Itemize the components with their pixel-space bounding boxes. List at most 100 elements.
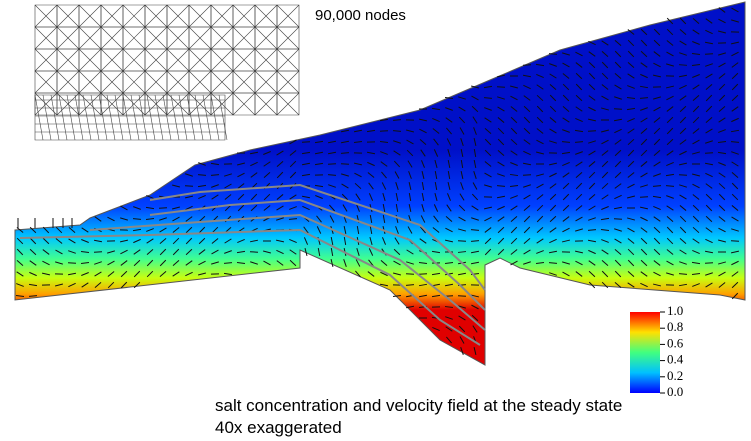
velocity-arrow <box>627 73 635 79</box>
velocity-arrow <box>627 50 635 58</box>
velocity-arrow <box>497 205 505 211</box>
mesh-edge <box>82 94 92 141</box>
velocity-arrow <box>458 228 466 232</box>
velocity-arrow <box>457 272 467 276</box>
velocity-arrow <box>458 325 466 333</box>
velocity-arrow <box>640 138 648 146</box>
velocity-arrow <box>237 193 245 201</box>
mesh-cell <box>232 48 256 72</box>
velocity-arrow <box>418 294 428 298</box>
velocity-arrow <box>640 184 648 188</box>
velocity-arrow <box>653 127 661 135</box>
velocity-arrow <box>16 283 24 287</box>
velocity-arrow <box>510 95 518 101</box>
velocity-arrow <box>366 151 376 155</box>
velocity-arrow <box>342 204 348 212</box>
velocity-arrow <box>704 41 714 45</box>
velocity-arrow <box>626 97 636 99</box>
velocity-arrow <box>484 248 492 256</box>
velocity-arrow <box>379 283 389 287</box>
velocity-arrow <box>718 7 726 13</box>
velocity-arrow <box>146 248 154 256</box>
mesh-cell <box>166 70 190 94</box>
velocity-arrow <box>405 284 415 286</box>
velocity-arrow <box>421 204 425 212</box>
velocity-arrow <box>434 170 438 180</box>
velocity-arrow <box>133 249 141 255</box>
velocity-arrow <box>653 161 661 167</box>
velocity-arrow <box>588 205 596 211</box>
caption-line: 40x exaggerated <box>215 418 342 437</box>
velocity-arrow <box>731 19 739 23</box>
mesh-edge <box>58 94 68 141</box>
mesh-cell <box>254 4 278 28</box>
colorbar-label: 1.0 <box>667 303 683 318</box>
velocity-arrow <box>575 271 583 277</box>
velocity-arrow <box>224 238 232 244</box>
velocity-arrow <box>445 107 453 111</box>
velocity-arrow <box>627 248 635 256</box>
velocity-arrow <box>627 282 635 288</box>
velocity-arrow <box>408 203 412 213</box>
velocity-arrow <box>276 217 284 221</box>
velocity-arrow <box>16 237 24 245</box>
velocity-arrow <box>562 83 570 91</box>
velocity-arrow <box>562 62 570 68</box>
velocity-arrow <box>665 185 675 187</box>
velocity-arrow <box>93 239 103 243</box>
velocity-arrow <box>730 129 740 133</box>
velocity-arrow <box>731 161 739 167</box>
velocity-arrow <box>393 160 401 168</box>
velocity-arrow <box>639 85 649 89</box>
velocity-arrow <box>185 205 193 211</box>
velocity-arrow <box>588 281 596 289</box>
velocity-arrow <box>369 214 373 224</box>
velocity-arrow <box>470 261 480 265</box>
mesh-cell <box>232 92 256 116</box>
velocity-arrow <box>601 95 609 101</box>
velocity-arrow <box>159 271 167 277</box>
velocity-arrow <box>497 161 505 167</box>
velocity-arrow <box>354 172 362 178</box>
velocity-arrow <box>263 250 271 254</box>
velocity-arrow <box>395 203 399 213</box>
velocity-arrow <box>185 271 193 277</box>
velocity-arrow <box>263 151 271 155</box>
velocity-arrow <box>588 260 596 266</box>
velocity-arrow <box>497 117 505 123</box>
mesh-cell <box>276 92 300 116</box>
velocity-arrow <box>679 194 687 200</box>
velocity-arrow <box>653 260 661 266</box>
velocity-arrow <box>431 250 441 254</box>
velocity-arrow <box>666 116 674 124</box>
velocity-arrow <box>406 129 414 133</box>
mesh-edge <box>218 94 228 141</box>
velocity-arrow <box>692 215 700 223</box>
velocity-arrow <box>68 250 76 254</box>
velocity-arrow <box>380 151 388 155</box>
colorbar-label: 0.8 <box>667 319 683 334</box>
velocity-arrow <box>692 94 700 102</box>
velocity-arrow <box>223 262 233 264</box>
velocity-arrow <box>198 162 206 166</box>
velocity-arrow <box>536 139 544 145</box>
velocity-arrow <box>692 29 700 35</box>
velocity-arrow <box>341 183 349 189</box>
mesh-cell <box>210 4 234 28</box>
velocity-arrow <box>679 17 687 25</box>
velocity-arrow <box>640 282 648 288</box>
velocity-arrow <box>146 228 154 232</box>
velocity-arrow <box>419 138 427 146</box>
velocity-arrow <box>666 51 674 57</box>
velocity-arrow <box>717 151 727 155</box>
velocity-arrow <box>640 28 648 36</box>
velocity-arrow <box>704 262 714 264</box>
velocity-arrow <box>394 171 400 179</box>
velocity-arrow <box>303 237 309 245</box>
velocity-arrow <box>510 106 518 112</box>
velocity-arrow <box>731 106 739 112</box>
velocity-arrow <box>691 261 701 265</box>
velocity-arrow <box>692 128 700 134</box>
velocity-arrow <box>55 261 63 265</box>
velocity-arrow <box>536 128 544 134</box>
